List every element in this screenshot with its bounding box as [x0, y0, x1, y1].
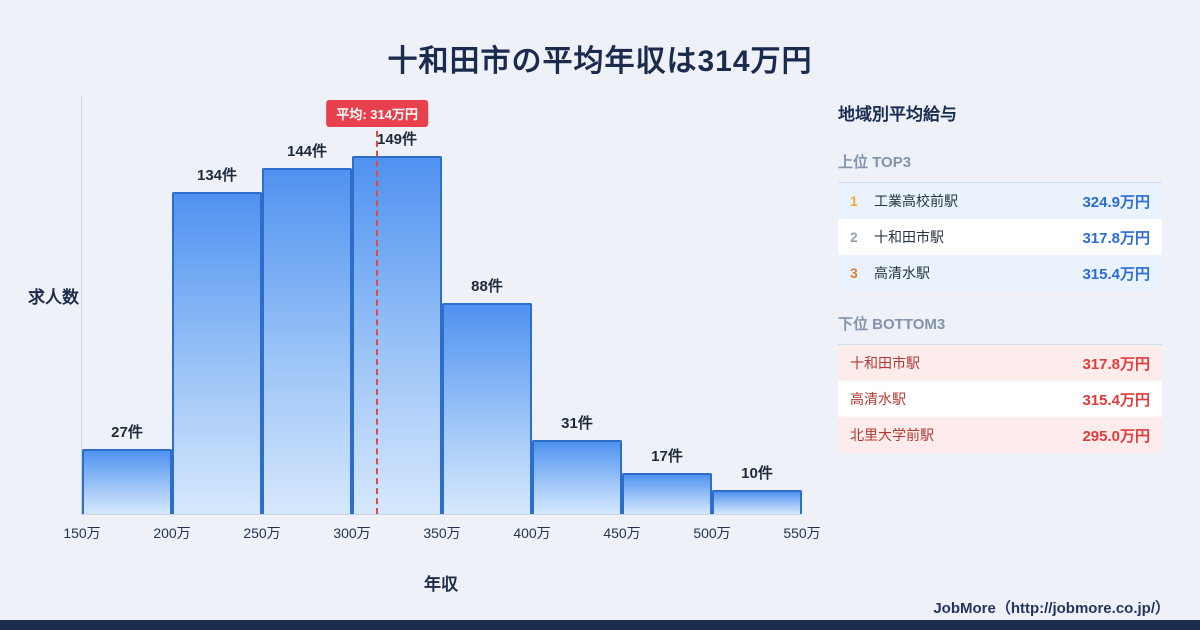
bottom3-heading: 下位 BOTTOM3	[838, 316, 946, 333]
rank-table-row: 3 高清水駅 315.4万円	[838, 255, 1162, 291]
bar-count-label: 88件	[471, 277, 503, 295]
bar-count-label: 149件	[376, 131, 418, 149]
station-name: 十和田市駅	[874, 229, 944, 245]
x-tick-label: 450万	[603, 525, 641, 541]
histogram-bar	[532, 439, 622, 514]
rank-number: 1	[850, 193, 858, 209]
histogram-bar	[172, 192, 262, 514]
y-axis-label: 求人数	[28, 288, 79, 307]
bar-count-label: 27件	[111, 424, 143, 442]
rank-table-row: 北里大学前駅 295.0万円	[838, 417, 1162, 453]
average-line	[376, 121, 379, 514]
x-tick-label: 300万	[333, 525, 371, 541]
rank-table-row: 2 十和田市駅 317.8万円	[838, 219, 1162, 255]
rank-table-row: 1 工業高校前駅 324.9万円	[838, 183, 1162, 219]
salary-value: 317.8万円	[1082, 355, 1150, 373]
top3-heading: 上位 TOP3	[838, 154, 912, 171]
footer-credit: JobMore（http://jobmore.co.jp/）	[933, 600, 1170, 617]
sidebar-region-salaries: 地域別平均給与 上位 TOP3 1 工業高校前駅 324.9万円 2 十和田市駅 317.…	[838, 100, 1162, 475]
x-tick-label: 200万	[153, 525, 191, 541]
histogram-bar	[712, 490, 802, 514]
station-name: 高清水駅	[874, 265, 930, 281]
station-name: 高清水駅	[850, 391, 906, 407]
bar-count-label: 31件	[561, 414, 593, 432]
rank-table-row: 十和田市駅 317.8万円	[838, 345, 1162, 381]
histogram-bar	[352, 156, 442, 514]
salary-value: 317.8万円	[1082, 229, 1150, 247]
x-tick-label: 500万	[693, 525, 731, 541]
rank-number: 2	[850, 229, 858, 245]
station-name: 工業高校前駅	[874, 193, 958, 209]
top3-table: 1 工業高校前駅 324.9万円 2 十和田市駅 317.8万円 3 高清水駅 315.4万円	[838, 182, 1162, 291]
salary-value: 315.4万円	[1082, 391, 1150, 409]
salary-value: 315.4万円	[1082, 265, 1150, 283]
histogram-bar	[622, 473, 712, 514]
average-badge: 平均: 314万円	[326, 100, 429, 127]
station-name: 北里大学前駅	[850, 427, 934, 443]
bar-count-label: 17件	[651, 448, 683, 466]
x-axis-label: 年収	[424, 575, 458, 594]
histogram-bar	[262, 168, 352, 514]
x-tick-label: 150万	[63, 525, 101, 541]
x-tick-label: 350万	[423, 525, 461, 541]
station-name: 十和田市駅	[850, 355, 920, 371]
page-title: 十和田市の平均年収は314万円	[387, 45, 813, 78]
footer-bar	[0, 620, 1200, 630]
bar-count-label: 144件	[286, 143, 328, 161]
plot-area: 平均: 314万円 27件 134件 144件 149件 88件 31件 17件 10件 150…	[63, 95, 821, 541]
histogram-bar	[442, 302, 532, 514]
salary-value: 324.9万円	[1082, 193, 1150, 211]
x-tick-label: 250万	[243, 525, 281, 541]
bar-count-label: 10件	[741, 465, 773, 482]
salary-value: 295.0万円	[1082, 427, 1150, 445]
rank-table-row: 高清水駅 315.4万円	[838, 381, 1162, 417]
x-tick-label: 550万	[783, 525, 821, 541]
rank-number: 3	[850, 265, 858, 281]
bar-count-label: 134件	[196, 167, 238, 185]
histogram-bar	[82, 449, 172, 514]
sidebar-title: 地域別平均給与	[838, 105, 957, 124]
bottom3-table: 十和田市駅 317.8万円高清水駅 315.4万円北里大学前駅 295.0万円	[838, 344, 1162, 453]
x-tick-label: 400万	[513, 525, 551, 541]
